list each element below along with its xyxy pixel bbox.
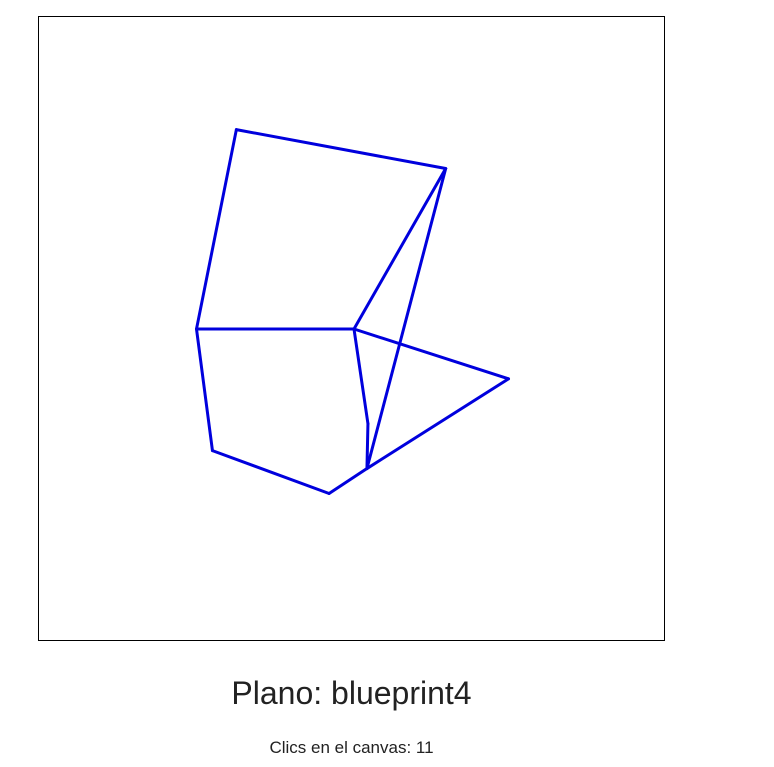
plan-name: blueprint4 — [331, 675, 472, 711]
wall-segment — [327, 467, 369, 495]
wall-segment — [365, 167, 448, 471]
blueprint-canvas[interactable] — [38, 16, 665, 641]
click-counter-value: 11 — [415, 738, 434, 757]
click-counter-label: Clics en el canvas: — [269, 738, 412, 757]
wall-segment — [352, 327, 510, 381]
wall-segment — [195, 128, 238, 331]
plan-title: Plano: blueprint4 — [38, 673, 665, 713]
wall-segment — [234, 128, 448, 171]
wall-segment — [365, 422, 370, 471]
wall-segment — [365, 377, 510, 471]
wall-segment — [352, 167, 448, 331]
plan-title-prefix: Plano: — [231, 675, 323, 711]
click-counter: Clics en el canvas: 11 — [38, 737, 665, 759]
wall-segment — [352, 327, 370, 426]
wall-segment — [210, 449, 331, 495]
wall-segment — [195, 327, 214, 453]
blueprint-drawing — [195, 128, 510, 495]
